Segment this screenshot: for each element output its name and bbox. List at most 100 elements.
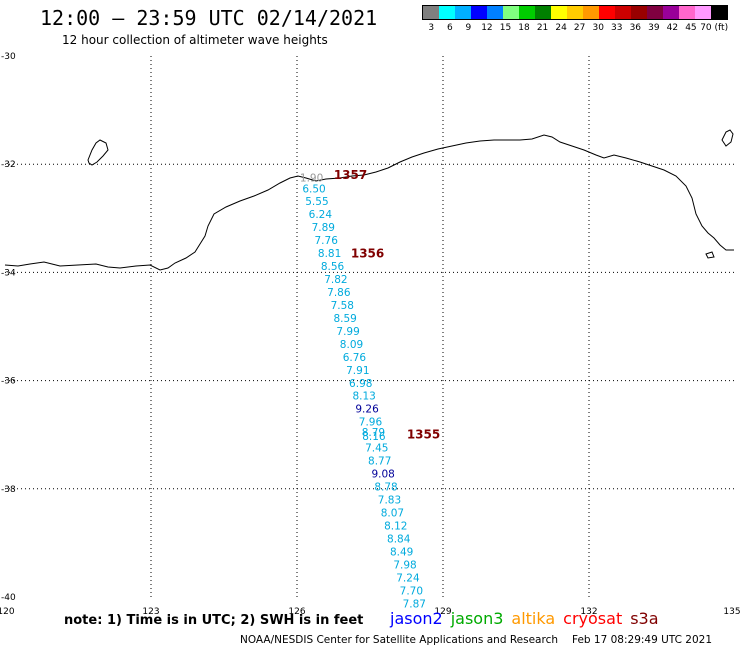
legend-label: 12 xyxy=(481,23,493,33)
coastline-right-edge xyxy=(705,129,734,259)
satellite-altika: altika xyxy=(511,609,556,628)
pass-number-label: 1357 xyxy=(334,168,367,182)
wave-height-readings: 1.906.505.556.247.897.768.818.567.827.86… xyxy=(300,173,426,611)
wave-height-value: 7.83 xyxy=(378,495,401,507)
lat-tick-label: -40 xyxy=(1,593,16,603)
pass-number-label: 1356 xyxy=(351,246,384,260)
legend-swatch xyxy=(503,6,519,19)
legend-swatch xyxy=(647,6,663,19)
wave-height-value: 6.50 xyxy=(302,184,325,196)
legend-label: 33 xyxy=(611,23,623,33)
legend-label: 42 xyxy=(666,23,679,33)
coastline-mainland xyxy=(4,134,734,271)
wave-height-value: 7.96 xyxy=(359,417,383,429)
wave-height-value: 8.49 xyxy=(390,547,413,559)
wave-height-value: 8.81 xyxy=(318,248,341,260)
legend-label: 3 xyxy=(428,23,435,33)
wave-height-value: 8.09 xyxy=(340,339,363,351)
legend-swatch xyxy=(583,6,599,19)
wave-height-value: 7.24 xyxy=(396,573,420,585)
wave-height-value: 7.89 xyxy=(312,222,335,234)
legend-label: 30 xyxy=(592,23,604,33)
legend-swatch xyxy=(439,6,455,19)
wave-height-value: 8.07 xyxy=(381,508,404,520)
wave-height-value: 7.76 xyxy=(315,235,339,247)
coastline-island xyxy=(87,139,109,166)
wave-height-value: 9.08 xyxy=(371,469,394,481)
wave-height-value: 1.90 xyxy=(300,173,323,185)
wave-height-value: 8.77 xyxy=(368,456,391,468)
footer-org: NOAA/NESDIS Center for Satellite Applica… xyxy=(240,634,558,646)
legend-label: 45 xyxy=(685,23,697,33)
satellite-jason3: jason3 xyxy=(450,609,504,628)
wave-height-value: 8.16 xyxy=(362,431,386,443)
footer: NOAA/NESDIS Center for Satellite Applica… xyxy=(240,634,712,646)
satellite-legend: jason2 jason3 altika cryosat s3a xyxy=(390,609,667,628)
wave-height-value: 7.91 xyxy=(346,365,369,377)
legend-swatches xyxy=(422,5,728,20)
wave-height-value: 7.70 xyxy=(400,586,423,598)
lon-tick-label: 129 xyxy=(434,607,451,617)
wave-height-value: 6.76 xyxy=(343,352,367,364)
pass-number-label: 1355 xyxy=(407,428,440,442)
satellite-s3a: s3a xyxy=(630,609,659,628)
lon-tick-label: 120 xyxy=(0,607,15,617)
legend-label: 18 xyxy=(518,23,530,33)
legend-swatch xyxy=(519,6,535,19)
units-note: note: 1) Time is in UTC; 2) SWH is in fe… xyxy=(64,613,364,628)
wave-height-value: 7.86 xyxy=(327,287,351,299)
wave-height-value: 7.99 xyxy=(336,326,359,338)
wave-height-value: 8.12 xyxy=(384,521,407,533)
wave-height-value: 6.98 xyxy=(349,378,372,390)
lat-tick-label: -34 xyxy=(1,268,16,278)
satellite-jason2: jason2 xyxy=(390,609,443,628)
legend-swatch xyxy=(567,6,583,19)
lat-tick-label: -32 xyxy=(1,160,16,170)
legend-swatch xyxy=(711,6,727,19)
map-grid: 120 123 126 129 132 135 -30 -32 -34 -36 -38 -40 xyxy=(0,52,740,617)
wave-height-value: 5.55 xyxy=(305,196,328,208)
legend-swatch xyxy=(487,6,503,19)
legend-swatch xyxy=(599,6,615,19)
wave-height-value: 7.98 xyxy=(393,560,416,572)
lat-tick-label: -30 xyxy=(1,52,16,62)
legend-swatch xyxy=(471,6,487,19)
wave-height-value: 7.45 xyxy=(365,443,388,455)
pass-labels: 1357 1356 1355 xyxy=(334,168,440,442)
page-title: 12:00 — 23:59 UTC 02/14/2021 xyxy=(40,6,378,30)
wave-height-value: 7.58 xyxy=(331,300,354,312)
legend-swatch xyxy=(631,6,647,19)
legend-swatch xyxy=(695,6,711,19)
legend-label: 27 xyxy=(573,23,586,33)
lon-tick-label: 126 xyxy=(288,607,305,617)
legend-label: 6 xyxy=(446,23,453,33)
wave-height-value: 8.78 xyxy=(374,482,397,494)
legend-swatch xyxy=(423,6,439,19)
lat-tick-label: -36 xyxy=(1,377,16,387)
wave-height-value: 8.79 xyxy=(362,427,385,439)
wave-height-value: 8.59 xyxy=(333,313,356,325)
wave-height-value: 7.87 xyxy=(403,598,426,610)
legend-label: 36 xyxy=(629,23,642,33)
legend-label: 24 xyxy=(555,23,567,33)
wave-height-value: 9.26 xyxy=(355,404,379,416)
legend-swatch xyxy=(551,6,567,19)
footer-timestamp: Feb 17 08:29:49 UTC 2021 xyxy=(572,634,712,646)
legend-swatch xyxy=(535,6,551,19)
wave-height-value: 8.56 xyxy=(321,261,345,273)
legend-swatch xyxy=(663,6,679,19)
legend-labels: 3 6 9 12 15 18 21 24 27 30 33 36 39 42 45 70 (ft) xyxy=(422,23,728,33)
lon-tick-label: 132 xyxy=(580,607,597,617)
legend-label: 70 (ft) xyxy=(700,23,729,33)
legend-swatch xyxy=(455,6,471,19)
wave-height-value: 8.13 xyxy=(352,391,375,403)
page-subtitle: 12 hour collection of altimeter wave hei… xyxy=(62,33,328,47)
satellite-cryosat: cryosat xyxy=(563,609,623,628)
lat-tick-label: -38 xyxy=(1,485,16,495)
lon-tick-label: 123 xyxy=(142,607,159,617)
wave-height-value: 6.24 xyxy=(309,209,333,221)
legend-label: 39 xyxy=(648,23,660,33)
legend-swatch xyxy=(615,6,631,19)
legend-label: 15 xyxy=(499,23,512,33)
